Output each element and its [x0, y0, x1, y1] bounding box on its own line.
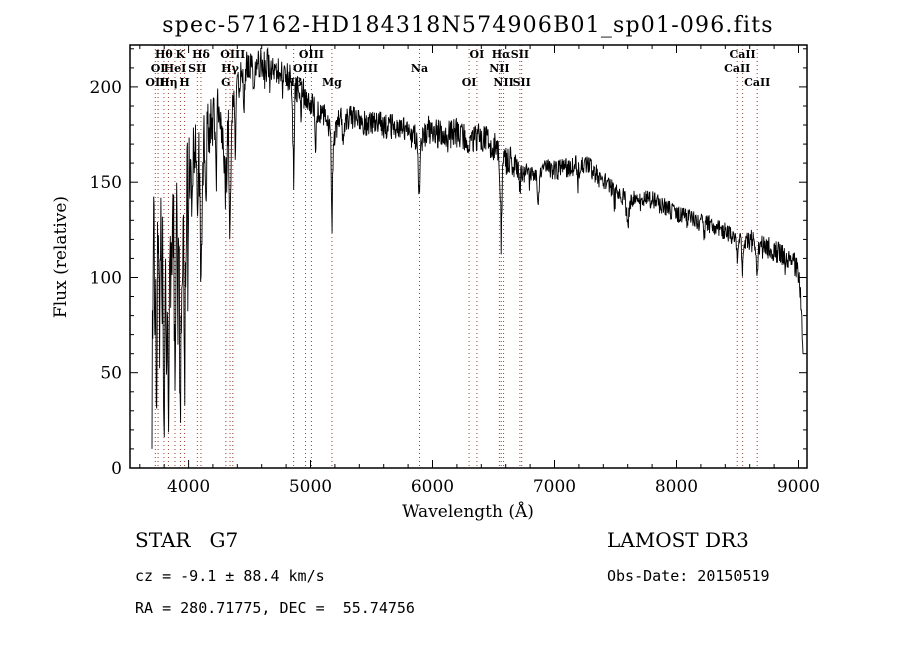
svg-text:0: 0: [111, 459, 122, 479]
svg-text:SII: SII: [188, 62, 206, 75]
svg-text:Hγ: Hγ: [221, 62, 239, 75]
svg-text:Hβ: Hβ: [285, 76, 303, 89]
chart-title: spec-57162-HD184318N574906B01_sp01-096.f…: [162, 13, 773, 38]
svg-text:NII: NII: [489, 62, 509, 75]
svg-text:K: K: [176, 48, 186, 61]
svg-text:G: G: [221, 76, 230, 89]
spectral-line-labels: OIIOIHθHηHeIKHSIIHδGHγOIIIHβOIIIOIIIMgNa…: [145, 48, 770, 89]
axes: [129, 44, 808, 469]
svg-text:SII: SII: [511, 48, 529, 61]
coordinates: RA = 280.71775, DEC = 55.74756: [135, 599, 415, 617]
svg-text:NII: NII: [493, 76, 513, 89]
svg-text:Na: Na: [411, 62, 428, 75]
svg-text:4000: 4000: [167, 477, 210, 497]
svg-text:Hα: Hα: [492, 48, 511, 61]
svg-text:OI: OI: [151, 62, 166, 75]
svg-text:200: 200: [90, 78, 122, 98]
svg-text:Hδ: Hδ: [192, 48, 210, 61]
y-axis-label: Flux (relative): [51, 196, 71, 318]
obs-date: Obs-Date: 20150519: [607, 567, 770, 585]
svg-text:OIII: OIII: [220, 48, 245, 61]
axis-ticks: [130, 45, 807, 469]
svg-text:50: 50: [100, 364, 122, 384]
svg-text:H: H: [179, 76, 189, 89]
svg-text:8000: 8000: [655, 477, 698, 497]
svg-text:150: 150: [90, 173, 122, 193]
svg-text:Hθ: Hθ: [155, 48, 173, 61]
spectral-line-markers: [154, 45, 758, 468]
redshift-velocity: cz = -9.1 ± 88.4 km/s: [135, 567, 325, 585]
svg-text:CaII: CaII: [730, 48, 756, 61]
tick-labels: 4000 5000 6000 7000 8000 9000 0 50 100 150 200: [90, 78, 821, 497]
svg-text:Hη: Hη: [159, 76, 177, 89]
svg-text:OII: OII: [145, 76, 165, 89]
svg-text:HeI: HeI: [164, 62, 187, 75]
svg-text:5000: 5000: [289, 477, 332, 497]
svg-text:9000: 9000: [777, 477, 820, 497]
svg-text:OIII: OIII: [299, 48, 324, 61]
svg-text:CaII: CaII: [724, 62, 750, 75]
svg-text:6000: 6000: [411, 477, 454, 497]
x-axis-label: Wavelength (Å): [402, 501, 534, 522]
svg-text:Mg: Mg: [322, 76, 342, 89]
svg-text:100: 100: [90, 269, 122, 289]
svg-text:OIII: OIII: [293, 62, 318, 75]
survey-release-label: LAMOST DR3: [607, 528, 749, 552]
spectrum-trace: [151, 46, 804, 449]
svg-text:CaII: CaII: [744, 76, 770, 89]
object-class-label: STAR G7: [135, 528, 239, 552]
svg-text:OI: OI: [470, 48, 485, 61]
svg-text:7000: 7000: [533, 477, 576, 497]
svg-text:SII: SII: [513, 76, 531, 89]
svg-text:OI: OI: [462, 76, 477, 89]
